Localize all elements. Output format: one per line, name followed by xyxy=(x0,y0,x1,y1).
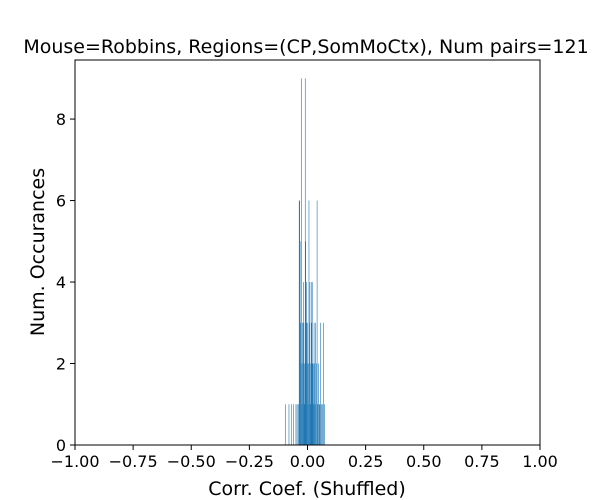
histogram-bar xyxy=(305,322,307,445)
histogram-bar xyxy=(318,363,319,445)
chart-title: Mouse=Robbins, Regions=(CP,SomMoCtx), Nu… xyxy=(23,36,588,58)
histogram-bar xyxy=(310,363,311,445)
histogram-bar xyxy=(314,404,316,445)
histogram-bar xyxy=(322,404,323,445)
histogram-bar xyxy=(321,404,322,445)
histogram-bar xyxy=(302,322,303,445)
histogram-bar xyxy=(305,241,307,445)
histogram-bar xyxy=(300,322,301,445)
x-tick-label: −0.50 xyxy=(167,452,216,471)
histogram-bar xyxy=(307,322,308,445)
histogram-bar xyxy=(285,404,286,445)
y-tick-label: 8 xyxy=(56,110,66,129)
histogram-bar xyxy=(316,200,318,445)
histogram-bar xyxy=(306,282,307,445)
histogram-bar xyxy=(319,404,321,445)
x-axis-label: Corr. Coef. (Shuffled) xyxy=(208,478,406,500)
histogram-bar xyxy=(301,78,302,445)
y-tick-label: 2 xyxy=(56,355,66,374)
x-tick-label: −1.00 xyxy=(50,452,99,471)
histogram-bar xyxy=(317,404,319,445)
histogram-bar xyxy=(310,322,312,445)
y-tick-label: 4 xyxy=(56,273,66,292)
histogram-bar xyxy=(300,363,302,445)
histogram-bar xyxy=(296,404,298,445)
histogram-bar xyxy=(304,78,306,445)
histogram-bar xyxy=(297,404,299,445)
histogram-bar xyxy=(311,282,313,445)
histogram-bar xyxy=(293,404,294,445)
bars-group xyxy=(285,78,325,445)
histogram-bar xyxy=(312,404,314,445)
x-tick-label: 0.50 xyxy=(406,452,442,471)
y-tick-label: 0 xyxy=(56,436,66,455)
histogram-bar xyxy=(299,200,300,445)
x-tick-label: 1.00 xyxy=(522,452,558,471)
histogram-bar xyxy=(306,363,308,445)
histogram-bar xyxy=(309,282,311,445)
histogram-bar xyxy=(324,404,325,445)
x-tick-label: −0.75 xyxy=(109,452,158,471)
histogram-bar xyxy=(310,404,312,445)
histogram-bar xyxy=(304,363,305,445)
histogram-bar xyxy=(290,404,292,445)
histogram-bar xyxy=(315,322,317,445)
histogram-bar xyxy=(303,322,305,445)
histogram-bar xyxy=(302,363,304,445)
x-tick-label: 0.75 xyxy=(464,452,500,471)
histogram-bar xyxy=(312,363,313,445)
histogram-bar xyxy=(308,363,309,445)
histogram-bar xyxy=(311,282,313,445)
y-axis: 0 2 4 6 8 xyxy=(56,110,75,455)
histogram-bar xyxy=(288,404,290,445)
x-axis: −1.00 −0.75 −0.50 −0.25 0.00 0.25 0.50 0.75 1.00 xyxy=(50,445,558,471)
histogram-bar xyxy=(314,363,315,445)
histogram-bar xyxy=(313,322,315,445)
histogram-bar xyxy=(304,404,306,445)
histogram-bar xyxy=(308,200,310,445)
y-tick-label: 6 xyxy=(56,192,66,211)
histogram-bar xyxy=(307,404,309,445)
x-tick-label: 0.00 xyxy=(290,452,326,471)
histogram-bar xyxy=(309,322,310,445)
histogram-bar xyxy=(320,322,321,445)
x-tick-label: −0.25 xyxy=(225,452,274,471)
histogram-bar xyxy=(298,200,300,445)
histogram-bar xyxy=(316,363,317,445)
histogram-bar xyxy=(295,404,297,445)
histogram-bar xyxy=(323,322,324,445)
histogram-bar xyxy=(313,363,314,445)
histogram-bar xyxy=(318,404,320,445)
histogram-bar xyxy=(301,404,303,445)
histogram-bar xyxy=(303,282,304,445)
y-axis-label: Num. Occurances xyxy=(27,168,49,336)
histogram-bar xyxy=(299,241,301,445)
x-tick-label: 0.25 xyxy=(348,452,384,471)
